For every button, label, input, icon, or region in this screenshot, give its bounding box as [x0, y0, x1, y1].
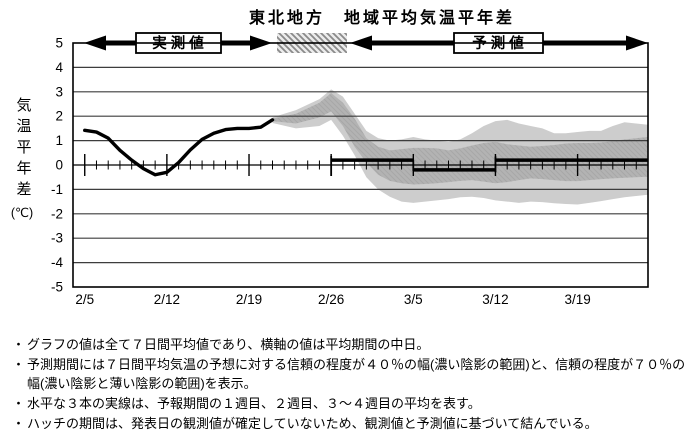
y-axis-unit: (℃) [11, 206, 33, 220]
note-item: ・ ハッチの期間は、発表日の観測値が確定していないため、観測値と予測値に基づいて… [10, 415, 692, 434]
y-tick-label: -2 [51, 206, 63, 221]
y-tick-label: 4 [55, 60, 63, 75]
y-tick-label: 0 [55, 158, 63, 173]
note-bullet: ・ [11, 395, 25, 411]
y-tick-label: -5 [51, 280, 63, 295]
note-text: ハッチの期間は、発表日の観測値が確定していないため、観測値と予測値に基づいて結ん… [27, 415, 598, 431]
x-tick-label: 3/19 [564, 292, 590, 307]
y-tick-label: -4 [51, 255, 63, 270]
y-tick-label: 5 [55, 36, 63, 51]
note-text: グラフの値は全て７日間平均値であり、横軸の値は平均期間の中日。 [27, 337, 430, 352]
note-item: ・ 水平な３本の実線は、予報期間の１週目、２週目、３～４週目の平均を表す。 [10, 395, 692, 414]
note-item: ・ 予測期間には７日間平均気温の予想に対する信頼の程度が４０％の幅(濃い陰影の範… [10, 356, 692, 394]
y-axis-title: 気温平年差 (℃) [11, 97, 33, 220]
axis-labels: 5 4 3 2 1 0 -1 -2 -3 -4 -5 2/5 2/12 2/19 2/26 3/5 3/12 3/… [51, 36, 591, 308]
x-tick-label: 2/12 [154, 292, 180, 307]
forecast-uncertainty-bands [272, 89, 648, 205]
note-item: ・ グラフの値は全て７日間平均値であり、横軸の値は平均期間の中日。 [10, 336, 692, 355]
x-tick-label: 3/5 [404, 292, 423, 307]
notes-section: ・ グラフの値は全て７日間平均値であり、横軸の値は平均期間の中日。 ・ 予測期間… [0, 312, 700, 434]
y-tick-label: -1 [51, 182, 63, 197]
y-axis-title-char: 年 [16, 160, 31, 177]
chart-title: 東北地方 地域平均気温平年差 [249, 8, 515, 27]
plot-frame [72, 42, 649, 288]
y-tick-label: -3 [51, 231, 63, 246]
note-bullet: ・ [11, 337, 25, 352]
x-tick-label: 2/19 [236, 292, 262, 307]
plot-area [72, 42, 649, 288]
y-tick-label: 3 [55, 84, 63, 99]
note-bullet: ・ [11, 415, 25, 431]
note-bullet: ・ [11, 356, 25, 372]
x-tick-label: 2/5 [75, 292, 94, 307]
note-text: 水平な３本の実線は、予報期間の１週目、２週目、３～４週目の平均を表す。 [27, 395, 481, 411]
y-axis-title-char: 平 [16, 139, 31, 156]
y-axis-title-char: 差 [16, 181, 31, 198]
x-tick-label: 3/12 [482, 292, 508, 307]
temperature-anomaly-chart: 東北地方 地域平均気温平年差 実測値 予測値 543210-1-2-3-4-52… [11, 8, 649, 308]
y-tick-label: 1 [55, 133, 63, 148]
y-axis-title-char: 気 [16, 97, 31, 114]
note-text: 予測期間には７日間平均気温の予想に対する信頼の程度が４０％の幅(濃い陰影の範囲)… [27, 356, 686, 391]
y-axis-title-char: 温 [16, 118, 31, 135]
observed-line [83, 118, 275, 177]
x-tick-label: 2/26 [318, 292, 344, 307]
y-tick-label: 2 [55, 109, 63, 124]
